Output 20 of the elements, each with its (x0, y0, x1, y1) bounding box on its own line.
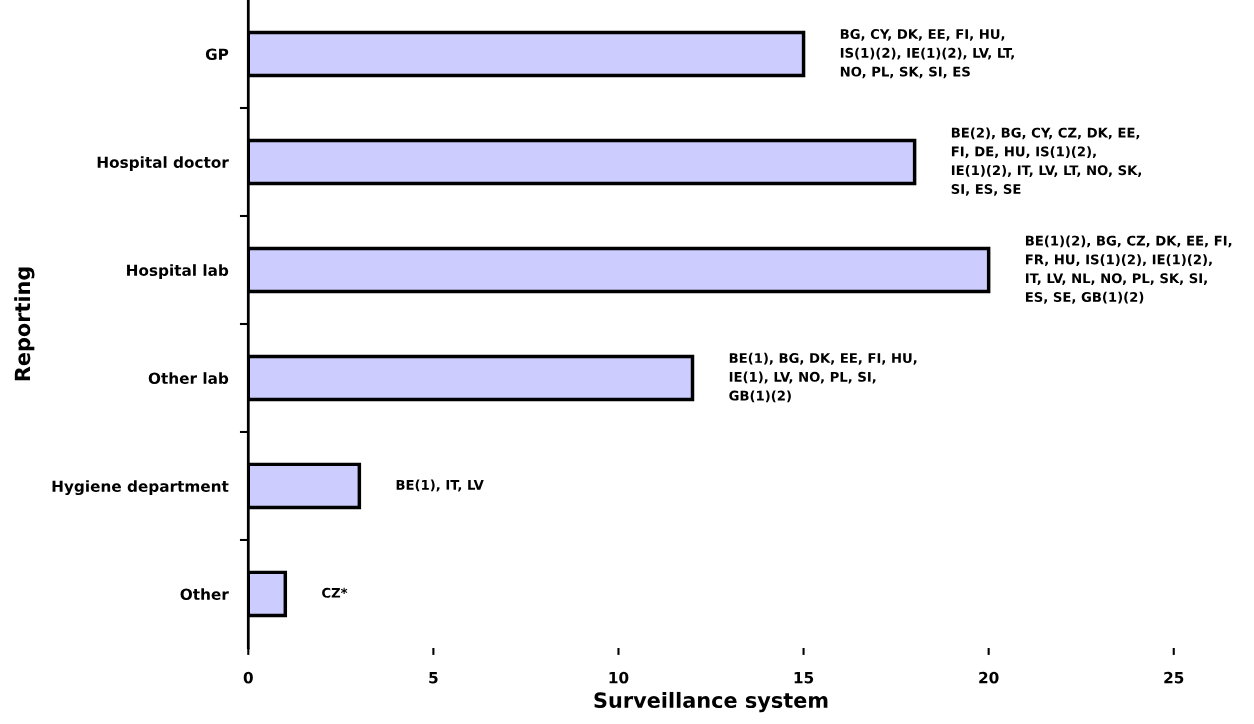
y-tick-label: Hospital doctor (97, 156, 229, 171)
x-tick-label: 20 (979, 671, 999, 684)
y-tick-label: Hygiene department (52, 480, 229, 496)
x-tick-label: 10 (609, 671, 629, 684)
x-tick-label: 5 (429, 672, 438, 684)
x-axis-title: Surveillance system (594, 691, 828, 713)
annotation: BE(1)(2), BG, CZ, DK, EE, FI, FR, HU, IS(1)(2), IE(1)(2), IT, LV, NL, NO, PL, SK, SI, ES, SE, GB(1)(2) (1025, 235, 1232, 304)
x-tick-label: 25 (1164, 671, 1184, 684)
annotation: BE(2), BG, CY, CZ, DK, EE, FI, DE, HU, IS(1)(2), IE(1)(2), IT, LV, LT, NO, SK, SI, ES, SE (951, 127, 1141, 196)
annotation: CZ* (322, 587, 348, 598)
y-tick-label: Other (180, 588, 229, 600)
annotation: BE(1), BG, DK, EE, FI, HU, IE(1), LV, NO, PL, SI, GB(1)(2) (729, 352, 917, 403)
y-axis-title: Reporting (14, 267, 35, 381)
x-tick-label: 0 (243, 671, 253, 684)
annotation: BG, CY, DK, EE, FI, HU, IS(1)(2), IE(1)(2), LV, LT, NO, PL, SK, SI, ES (840, 29, 1014, 79)
y-tick-label: Other lab (148, 372, 229, 385)
annotation: BE(1), IT, LV (396, 479, 484, 492)
x-tick-label: 15 (794, 672, 814, 684)
y-tick-label: GP (205, 48, 229, 61)
y-tick-label: Hospital lab (127, 264, 229, 279)
